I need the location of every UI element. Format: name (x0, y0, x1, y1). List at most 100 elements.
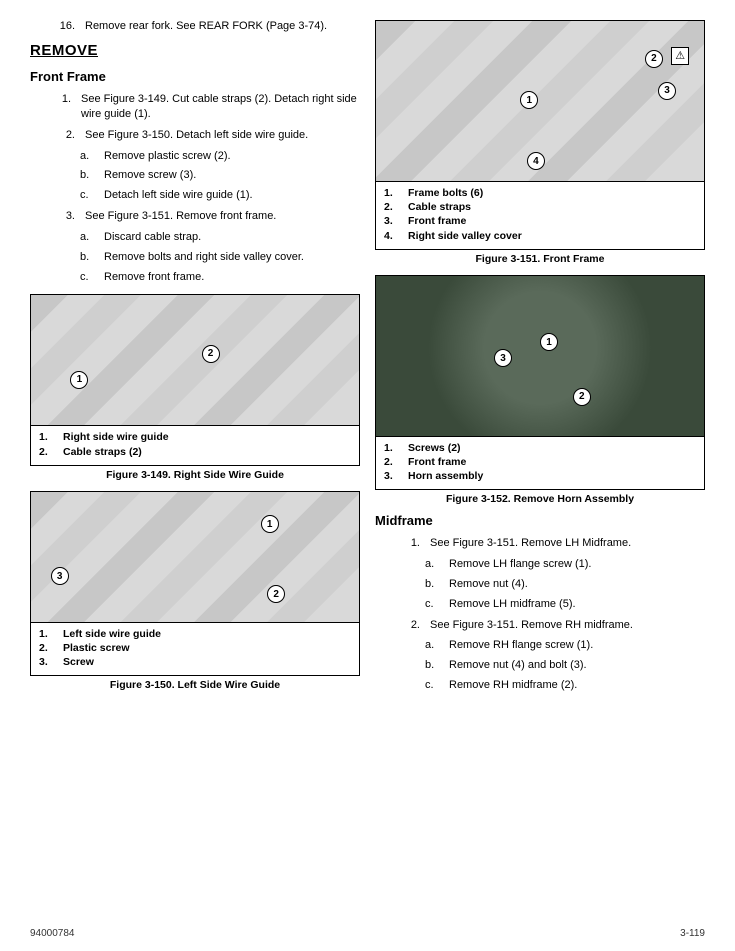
legend-num: 3. (384, 214, 398, 228)
legend-text: Screws (2) (408, 441, 461, 455)
mid-step-2: 2. See Figure 3-151. Remove RH midframe. (400, 618, 705, 633)
legend-num: 1. (384, 186, 398, 200)
legend-text: Right side wire guide (63, 430, 169, 444)
figure-legend: 1.Right side wire guide 2.Cable straps (… (31, 425, 359, 464)
step-text: See Figure 3-149. Cut cable straps (2). … (81, 92, 360, 122)
substep-letter: b. (80, 168, 94, 183)
figure-image: 1 2 (31, 295, 359, 425)
step-text: See Figure 3-151. Remove front frame. (85, 209, 276, 224)
legend-num: 1. (384, 441, 398, 455)
step-number: 2. (400, 618, 420, 633)
callout-2: 2 (645, 50, 663, 68)
callout-2: 2 (267, 585, 285, 603)
section-heading-remove: REMOVE (30, 42, 360, 59)
footer-page-number: 3-119 (680, 928, 705, 939)
substep-text: Remove RH flange screw (1). (449, 638, 593, 653)
callout-2: 2 (573, 388, 591, 406)
legend-text: Plastic screw (63, 641, 130, 655)
legend-text: Left side wire guide (63, 627, 161, 641)
callout-3: 3 (658, 82, 676, 100)
substep-letter: c. (425, 678, 439, 693)
step-3: 3. See Figure 3-151. Remove front frame. (55, 209, 360, 224)
legend-text: Cable straps (408, 200, 471, 214)
callout-1: 1 (520, 91, 538, 109)
figure-image: 1 2 3 (31, 492, 359, 622)
step-text: See Figure 3-151. Remove LH Midframe. (430, 536, 631, 551)
step-number: 1. (400, 536, 420, 551)
subheading-front-frame: Front Frame (30, 69, 360, 84)
substep-text: Discard cable strap. (104, 230, 201, 245)
substep-letter: b. (80, 250, 94, 265)
mid-substep-1c: c. Remove LH midframe (5). (425, 597, 705, 612)
step-number: 2. (55, 128, 75, 143)
callout-1: 1 (540, 333, 558, 351)
figure-3-152: 1578264 1 2 3 1.Screws (2) 2.Front frame… (375, 275, 705, 491)
callout-2: 2 (202, 345, 220, 363)
legend-text: Front frame (408, 214, 466, 228)
substep-text: Remove LH flange screw (1). (449, 557, 591, 572)
mid-substep-2b: b. Remove nut (4) and bolt (3). (425, 658, 705, 673)
legend-text: Frame bolts (6) (408, 186, 483, 200)
callout-1: 1 (70, 371, 88, 389)
legend-text: Cable straps (2) (63, 445, 142, 459)
mid-substep-1b: b. Remove nut (4). (425, 577, 705, 592)
legend-text: Right side valley cover (408, 229, 522, 243)
step-2: 2. See Figure 3-150. Detach left side wi… (55, 128, 360, 143)
legend-num: 2. (384, 455, 398, 469)
substep-text: Remove front frame. (104, 270, 204, 285)
step-16: 16. Remove rear fork. See REAR FORK (Pag… (55, 20, 360, 32)
step-number: 3. (55, 209, 75, 224)
legend-text: Front frame (408, 455, 466, 469)
mid-substep-2a: a. Remove RH flange screw (1). (425, 638, 705, 653)
figure-legend: 1.Left side wire guide 2.Plastic screw 3… (31, 622, 359, 676)
legend-num: 2. (384, 200, 398, 214)
figure-legend: 1. Frame bolts (6) 2. Cable straps 3. Front… (376, 181, 704, 249)
mid-step-1: 1. See Figure 3-151. Remove LH Midframe. (400, 536, 705, 551)
legend-num: 1. (39, 430, 53, 444)
substep-text: Remove LH midframe (5). (449, 597, 576, 612)
legend-num: 2. (39, 641, 53, 655)
substep-letter: c. (80, 270, 94, 285)
callout-3: 3 (494, 349, 512, 367)
substep-letter: c. (80, 188, 94, 203)
figure-caption: Figure 3-149. Right Side Wire Guide (30, 469, 360, 481)
substep-text: Remove RH midframe (2). (449, 678, 577, 693)
substep-text: Remove screw (3). (104, 168, 196, 183)
legend-text: Horn assembly (408, 469, 483, 483)
page-footer: 94000784 3-119 (30, 928, 705, 939)
substep-letter: a. (425, 557, 439, 572)
step-number: 16. (55, 20, 75, 32)
step-text: See Figure 3-151. Remove RH midframe. (430, 618, 633, 633)
substep-letter: a. (80, 149, 94, 164)
substep-letter: a. (425, 638, 439, 653)
step-1: 1. See Figure 3-149. Cut cable straps (2… (55, 92, 360, 122)
substep-text: Remove nut (4). (449, 577, 528, 592)
callout-3: 3 (51, 567, 69, 585)
step-text: See Figure 3-150. Detach left side wire … (85, 128, 308, 143)
figure-caption: Figure 3-151. Front Frame (375, 253, 705, 265)
step-number: 1. (55, 92, 71, 122)
substep-text: Remove plastic screw (2). (104, 149, 231, 164)
substep-3c: c. Remove front frame. (80, 270, 360, 285)
substep-text: Remove nut (4) and bolt (3). (449, 658, 587, 673)
figure-image: 1 2 3 (376, 276, 704, 436)
legend-num: 1. (39, 627, 53, 641)
mid-substep-2c: c. Remove RH midframe (2). (425, 678, 705, 693)
figure-caption: Figure 3-152. Remove Horn Assembly (375, 493, 705, 505)
footer-doc-id: 94000784 (30, 928, 75, 939)
legend-text: Screw (63, 655, 94, 669)
substep-text: Detach left side wire guide (1). (104, 188, 253, 203)
substep-letter: b. (425, 577, 439, 592)
substep-letter: b. (425, 658, 439, 673)
callout-1: 1 (261, 515, 279, 533)
legend-num: 3. (384, 469, 398, 483)
substep-2b: b. Remove screw (3). (80, 168, 360, 183)
callout-4: 4 (527, 152, 545, 170)
figure-3-149: 1577974 1 2 1.Right side wire guide 2.Ca… (30, 294, 360, 465)
mid-substep-1a: a. Remove LH flange screw (1). (425, 557, 705, 572)
substep-letter: c. (425, 597, 439, 612)
figure-caption: Figure 3-150. Left Side Wire Guide (30, 679, 360, 691)
subheading-midframe: Midframe (375, 513, 705, 528)
legend-num: 4. (384, 229, 398, 243)
substep-letter: a. (80, 230, 94, 245)
